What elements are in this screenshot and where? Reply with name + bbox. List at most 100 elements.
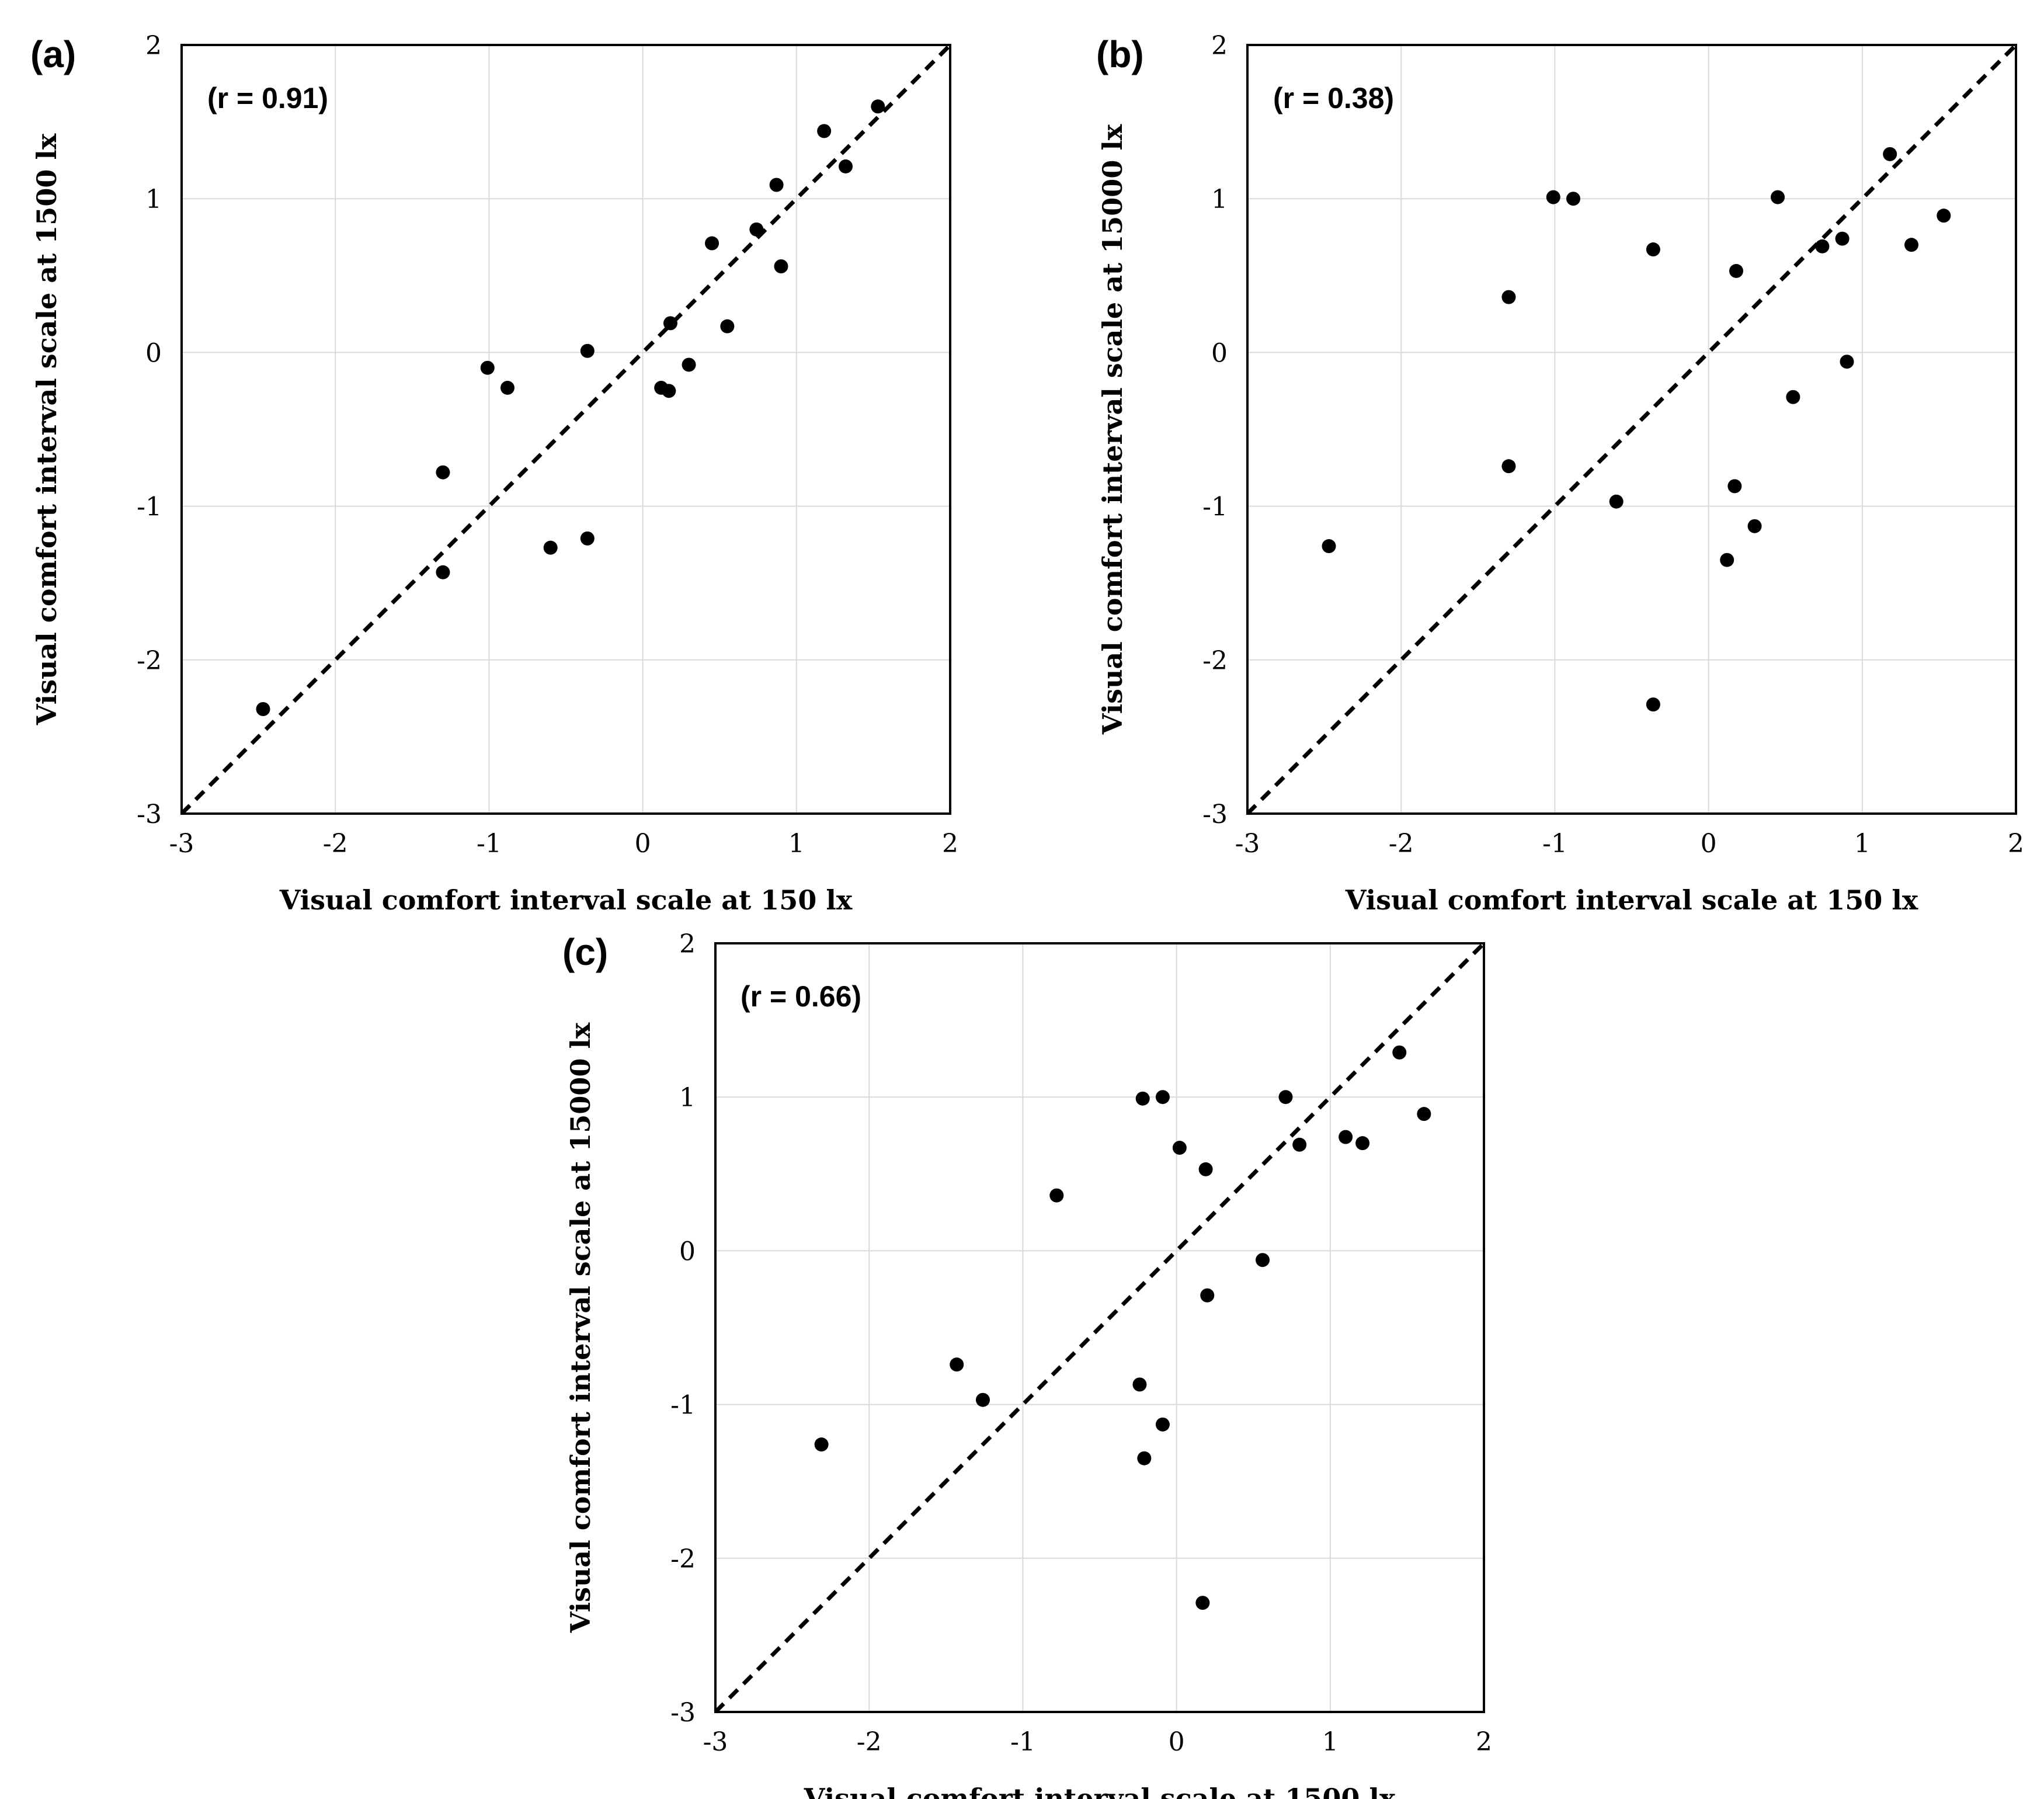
data-point	[1278, 1090, 1293, 1105]
y-tick-label: -1	[670, 1391, 696, 1421]
data-point	[1546, 190, 1560, 204]
x-tick-label: -1	[1542, 829, 1567, 859]
data-point	[256, 702, 270, 717]
x-tick-label: 1	[788, 829, 805, 859]
y-axis-title: Visual comfort interval scale at 15000 l…	[565, 1022, 596, 1633]
data-point	[480, 360, 495, 375]
data-point	[839, 159, 853, 173]
data-point	[662, 384, 676, 398]
y-tick-label: -2	[670, 1544, 696, 1574]
data-point	[1501, 459, 1516, 474]
data-point	[720, 319, 735, 334]
x-tick-label: 2	[1476, 1727, 1492, 1757]
chart-panel-b: -3 -2 -1 0 1 2 -3 -2 -1 0 1 2 Visual comfort interva…	[1096, 31, 2024, 916]
chart-panel-c: -3 -2 -1 0 1 2 -3 -2 -1 0 1 2 Visual comfort interva…	[562, 929, 1492, 1799]
data-point	[1729, 263, 1743, 278]
reference-line	[714, 942, 1486, 1714]
y-tick-label: -1	[137, 492, 162, 522]
data-point	[1292, 1137, 1307, 1152]
data-point	[1501, 290, 1516, 304]
data-point	[817, 124, 832, 138]
y-tick-label: 0	[1211, 338, 1228, 368]
data-point	[436, 565, 450, 579]
data-point	[1137, 1451, 1152, 1465]
data-point	[1355, 1136, 1370, 1151]
data-point	[1135, 1091, 1150, 1106]
data-point	[543, 540, 558, 555]
data-point	[580, 343, 595, 358]
panel-label: (c)	[562, 931, 608, 973]
data-point	[1132, 1377, 1147, 1392]
reference-line	[1246, 43, 2018, 815]
data-point	[749, 222, 764, 237]
panel-label: (b)	[1096, 33, 1144, 75]
y-tick-label: 2	[1211, 31, 1228, 61]
data-point	[769, 178, 784, 192]
plot-frame	[180, 44, 951, 815]
y-tick-label: -3	[137, 800, 162, 829]
x-tick-label: -2	[857, 1727, 882, 1757]
y-tick-label: -2	[137, 646, 162, 676]
x-tick-label: 1	[1322, 1727, 1339, 1757]
data-point	[500, 380, 515, 395]
correlation-annotation: (r = 0.38)	[1273, 82, 1394, 114]
y-tick-label: 1	[145, 185, 162, 214]
y-tick-label: -3	[1202, 800, 1228, 829]
data-point	[814, 1437, 829, 1452]
x-tick-label: 0	[1701, 829, 1717, 859]
x-tick-label: -2	[323, 829, 348, 859]
data-point	[1322, 539, 1336, 554]
data-point	[1727, 479, 1742, 494]
x-tick-label: -1	[1010, 1727, 1035, 1757]
y-tick-label: 2	[145, 31, 162, 61]
x-tick-label: 0	[635, 829, 651, 859]
plot-frame	[714, 942, 1485, 1713]
data-point	[975, 1392, 990, 1407]
y-tick-label: -2	[1202, 646, 1228, 676]
y-tick-label: -3	[670, 1698, 696, 1728]
y-tick-label: 1	[679, 1083, 696, 1113]
x-tick-label: -2	[1389, 829, 1414, 859]
data-point	[1155, 1417, 1170, 1432]
data-point	[1049, 1188, 1064, 1203]
data-point	[1392, 1045, 1407, 1060]
x-axis-title: Visual comfort interval scale at 150 lx	[1345, 884, 1918, 916]
data-point	[1646, 697, 1660, 712]
y-tick-label: 0	[145, 338, 162, 368]
data-point	[580, 531, 595, 546]
correlation-annotation: (r = 0.91)	[207, 82, 328, 114]
chart-panel-a: -3 -2 -1 0 1 2 -3 -2 -1 0 1 2 Visual comfort interva…	[30, 31, 958, 916]
data-point	[1255, 1253, 1270, 1267]
data-point	[1786, 390, 1800, 404]
x-tick-label: 1	[1854, 829, 1871, 859]
data-point	[774, 259, 788, 274]
x-tick-label: 2	[942, 829, 958, 859]
data-point	[1609, 494, 1624, 509]
data-point	[1566, 192, 1580, 206]
x-tick-label: -3	[703, 1727, 728, 1757]
data-point	[1339, 1130, 1353, 1144]
data-point	[1198, 1162, 1213, 1176]
x-tick-label: -1	[477, 829, 502, 859]
data-point	[1172, 1141, 1187, 1155]
data-point	[1200, 1288, 1215, 1303]
data-point	[1747, 519, 1762, 533]
data-point	[1720, 553, 1734, 567]
x-tick-label: -3	[1235, 829, 1260, 859]
data-point	[436, 465, 450, 480]
data-point	[705, 236, 719, 251]
y-tick-label: 2	[679, 929, 696, 959]
plot-frame	[1246, 44, 2017, 815]
data-point	[1417, 1107, 1431, 1121]
x-tick-label: -3	[169, 829, 194, 859]
data-point	[1883, 147, 1897, 161]
y-tick-label: 1	[1211, 185, 1228, 214]
data-point	[871, 99, 885, 114]
data-point	[1835, 231, 1850, 246]
panel-label: (a)	[30, 33, 76, 75]
y-tick-label: -1	[1202, 492, 1228, 522]
x-tick-label: 0	[1169, 1727, 1185, 1757]
data-point	[1646, 242, 1660, 257]
data-point	[1937, 209, 1951, 223]
